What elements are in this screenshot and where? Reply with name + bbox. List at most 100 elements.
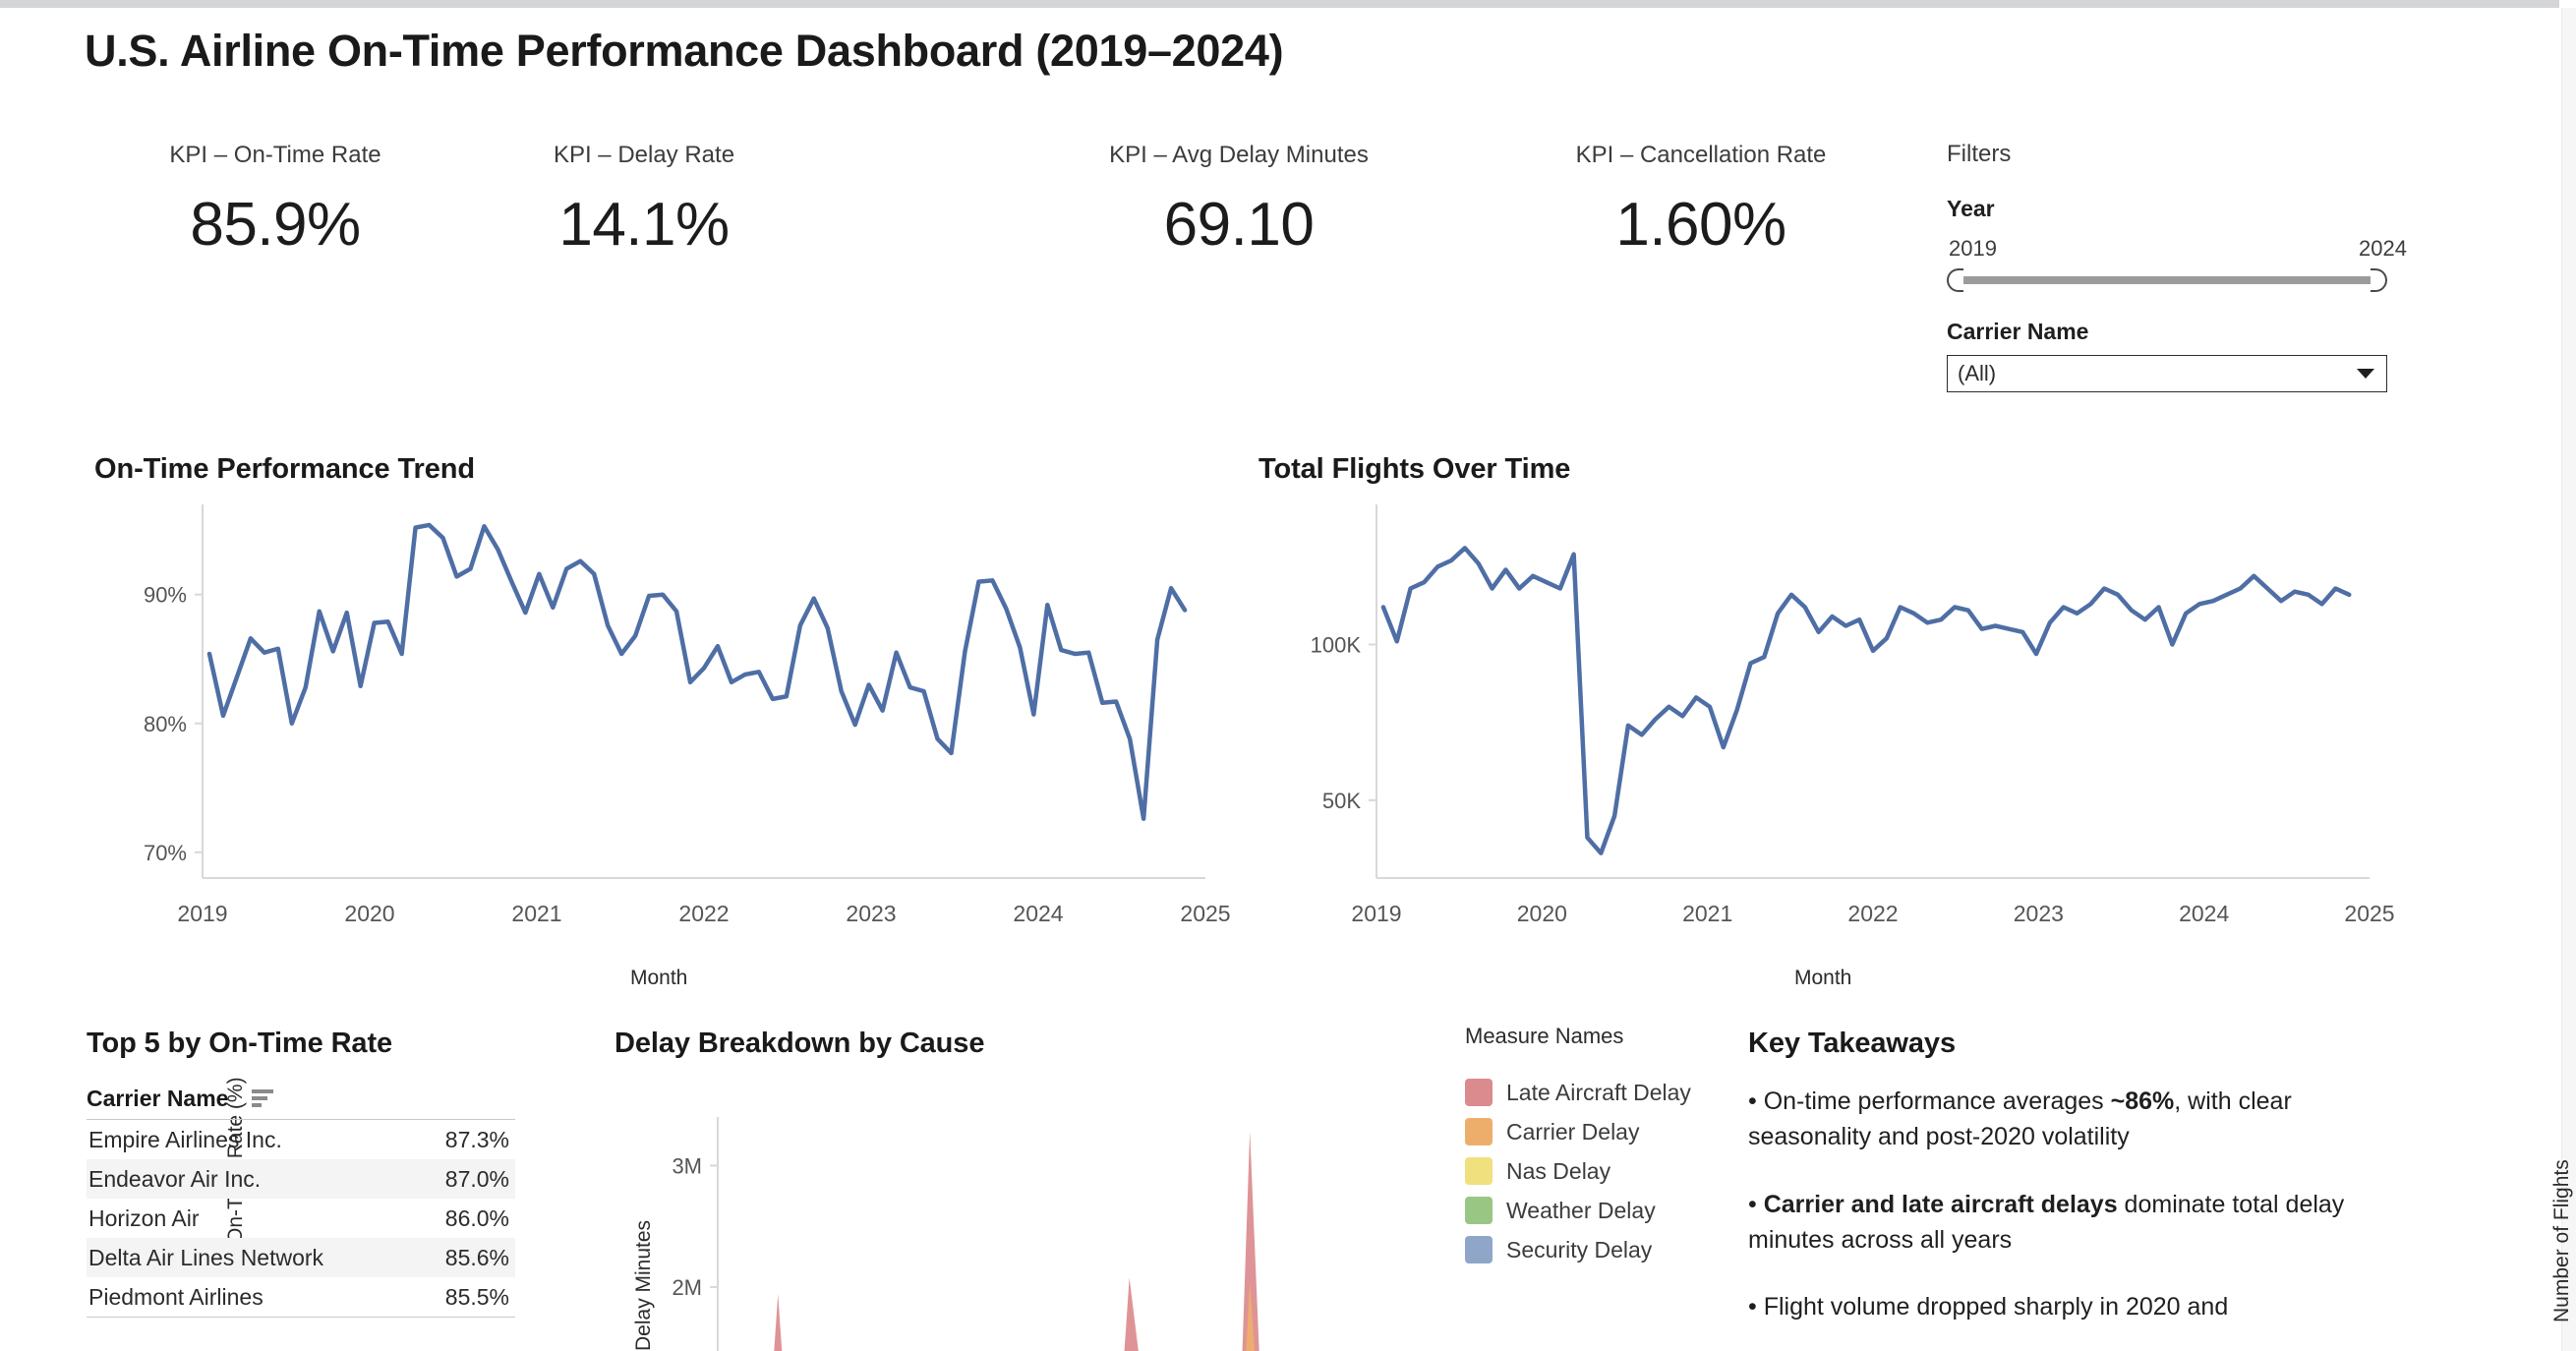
legend-label: Late Aircraft Delay xyxy=(1506,1079,1691,1105)
key-takeaways-body: • On-time performance averages ~86%, wit… xyxy=(1748,1084,2397,1324)
kpi-card-on-time-rate: KPI – On-Time Rate 85.9% xyxy=(98,144,452,256)
takeaway-item: • Carrier and late aircraft delays domin… xyxy=(1748,1190,2345,1254)
kpi-card-delay-rate: KPI – Delay Rate 14.1% xyxy=(482,144,806,256)
panel-title-total-flights: Total Flights Over Time xyxy=(1259,453,1571,485)
legend-swatch xyxy=(1465,1118,1493,1145)
filters-title: Filters xyxy=(1947,141,2012,167)
svg-text:2019: 2019 xyxy=(177,901,227,926)
table-row[interactable]: Endeavor Air Inc. 87.0% xyxy=(87,1159,515,1199)
legend-item-late-aircraft-delay[interactable]: Late Aircraft Delay xyxy=(1465,1073,1691,1112)
panel-title-top5: Top 5 by On-Time Rate xyxy=(87,1028,393,1059)
column-header-carrier-name: Carrier Name xyxy=(87,1085,229,1111)
chart-on-time-performance-trend[interactable]: On-Time Rate (%) 70%80%90%20192020202120… xyxy=(94,497,1235,1244)
year-range-slider[interactable] xyxy=(1947,267,2387,293)
year-min-label: 2019 xyxy=(1949,236,1997,261)
top-scrollbar[interactable] xyxy=(0,0,2559,8)
svg-text:3M: 3M xyxy=(672,1153,702,1178)
cell-carrier-name: Delta Air Lines Network xyxy=(88,1244,324,1270)
legend-item-carrier-delay[interactable]: Carrier Delay xyxy=(1465,1112,1691,1151)
kpi-value: 69.10 xyxy=(1163,191,1315,259)
svg-text:80%: 80% xyxy=(144,712,187,736)
kpi-label: KPI – Cancellation Rate xyxy=(1575,142,1827,168)
svg-text:2019: 2019 xyxy=(1351,901,1401,926)
cell-carrier-name: Piedmont Airlines xyxy=(88,1283,263,1310)
year-range-labels: 2019 2024 xyxy=(1947,236,2409,262)
legend-item-weather-delay[interactable]: Weather Delay xyxy=(1465,1191,1691,1230)
kpi-value: 1.60% xyxy=(1615,191,1786,259)
svg-text:2021: 2021 xyxy=(1682,901,1732,926)
cell-on-time-rate: 87.3% xyxy=(444,1126,509,1152)
svg-text:90%: 90% xyxy=(144,583,187,608)
slider-track[interactable] xyxy=(1962,276,2371,284)
slider-handle-max[interactable] xyxy=(2371,268,2387,292)
cell-carrier-name: Endeavor Air Inc. xyxy=(88,1165,262,1192)
table-header-row: Carrier Name xyxy=(87,1078,515,1120)
table-row[interactable]: Horizon Air 86.0% xyxy=(87,1199,515,1238)
svg-text:2025: 2025 xyxy=(2344,901,2394,926)
kpi-card-avg-delay-minutes: KPI – Avg Delay Minutes 69.10 xyxy=(1062,144,1416,256)
cell-on-time-rate: 87.0% xyxy=(444,1165,509,1192)
y-axis-title: Number of Flights xyxy=(2550,1159,2573,1322)
sort-descending-icon[interactable] xyxy=(252,1089,274,1107)
panel-title-delay-breakdown: Delay Breakdown by Cause xyxy=(615,1028,985,1059)
legend-swatch xyxy=(1465,1236,1493,1263)
cell-carrier-name: Empire Airlines Inc. xyxy=(88,1126,282,1152)
panel-title-on-time-trend: On-Time Performance Trend xyxy=(94,453,475,485)
svg-text:2022: 2022 xyxy=(678,901,729,926)
svg-text:2023: 2023 xyxy=(2014,901,2064,926)
carrier-dropdown-value: (All) xyxy=(1958,361,1997,385)
legend-label: Nas Delay xyxy=(1506,1157,1611,1184)
legend-label: Weather Delay xyxy=(1506,1197,1656,1223)
delay-plot: 2M 3M xyxy=(672,1117,1259,1351)
chart-total-flights-over-time[interactable]: Number of Flights 50K 100K 2019 2020 2021 202… xyxy=(1259,497,2573,1322)
legend-label: Carrier Delay xyxy=(1506,1118,1640,1145)
kpi-label: KPI – Avg Delay Minutes xyxy=(1109,142,1369,168)
carrier-filter: Carrier Name (All) xyxy=(1947,321,2409,392)
slider-handle-min[interactable] xyxy=(1947,268,1963,292)
table-row[interactable]: Delta Air Lines Network 85.6% xyxy=(87,1238,515,1277)
flights-plot: 50K 100K 2019 2020 2021 2022 2023 2024 2025 xyxy=(1311,504,2395,926)
vertical-scrollbar[interactable] xyxy=(2561,8,2576,1351)
svg-text:2M: 2M xyxy=(672,1275,702,1300)
cell-carrier-name: Horizon Air xyxy=(88,1204,200,1231)
chevron-down-icon[interactable] xyxy=(2357,369,2374,379)
svg-text:2023: 2023 xyxy=(846,901,896,926)
kpi-card-cancellation-rate: KPI – Cancellation Rate 1.60% xyxy=(1539,144,1863,256)
kpi-value: 85.9% xyxy=(190,191,361,259)
cell-on-time-rate: 85.5% xyxy=(444,1283,509,1310)
legend-item-nas-delay[interactable]: Nas Delay xyxy=(1465,1151,1691,1191)
svg-text:2020: 2020 xyxy=(1517,901,1567,926)
kpi-label: KPI – Delay Rate xyxy=(553,142,735,168)
panel-title-key-takeaways: Key Takeaways xyxy=(1748,1028,1956,1059)
trend-plot: 70% 80% 90% 2019 2020 2021 2022 2023 2024 2025 xyxy=(144,504,1231,926)
svg-text:2022: 2022 xyxy=(1847,901,1898,926)
year-filter-label: Year xyxy=(1947,196,1995,221)
svg-text:2024: 2024 xyxy=(1013,901,1063,926)
legend-item-security-delay[interactable]: Security Delay xyxy=(1465,1230,1691,1269)
table-row[interactable]: Piedmont Airlines 85.5% xyxy=(87,1277,515,1317)
legend-title: Measure Names xyxy=(1465,1024,1624,1048)
table-top5-by-on-time-rate[interactable]: Carrier Name Empire Airlines Inc. 87.3% … xyxy=(87,1078,515,1318)
carrier-filter-label: Carrier Name xyxy=(1947,319,2089,344)
table-row[interactable]: Empire Airlines Inc. 87.3% xyxy=(87,1120,515,1159)
x-axis-title: Month xyxy=(1794,967,1852,989)
takeaway-item: • Flight volume dropped sharply in 2020 … xyxy=(1748,1293,2229,1321)
legend-swatch xyxy=(1465,1197,1493,1224)
legend-swatch xyxy=(1465,1157,1493,1185)
carrier-dropdown[interactable]: (All) xyxy=(1947,355,2387,392)
svg-text:100K: 100K xyxy=(1311,633,1362,658)
legend-measure-names: Measure Names Late Aircraft Delay Carrie… xyxy=(1465,1026,1691,1269)
kpi-value: 14.1% xyxy=(558,191,730,259)
x-axis-title: Month xyxy=(630,967,688,989)
svg-text:50K: 50K xyxy=(1322,789,1361,813)
svg-text:70%: 70% xyxy=(144,841,187,865)
chart-delay-breakdown-by-cause[interactable]: Delay Minutes 2M 3M xyxy=(615,1072,1440,1351)
page-title: U.S. Airline On-Time Performance Dashboa… xyxy=(85,26,1284,76)
takeaway-item: • On-time performance averages ~86%, wit… xyxy=(1748,1087,2292,1151)
year-filter: Year 2019 2024 xyxy=(1947,198,2409,293)
legend-label: Security Delay xyxy=(1506,1236,1653,1263)
filters-panel: Filters Year 2019 2024 Carrier Name (All… xyxy=(1947,143,2409,392)
year-max-label: 2024 xyxy=(2359,236,2407,261)
cell-on-time-rate: 86.0% xyxy=(444,1204,509,1231)
